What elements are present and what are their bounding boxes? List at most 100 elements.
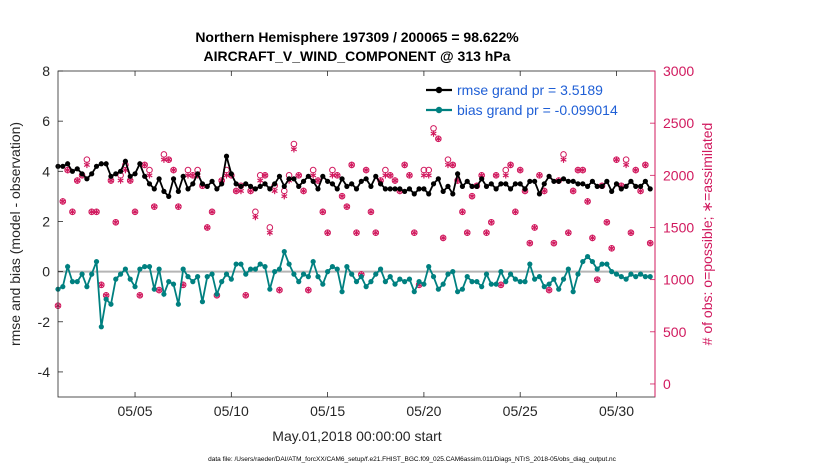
bias-point [127, 276, 133, 282]
obs-assimilated-point [560, 156, 567, 163]
bias-point [503, 279, 509, 285]
obs-assimilated-point [493, 172, 500, 179]
bias-point [233, 261, 239, 267]
rmse-point [623, 183, 629, 189]
bias-point [536, 274, 543, 280]
obs-assimilated-point [387, 172, 394, 179]
obs-assimilated-point [151, 203, 158, 210]
rmse-point [609, 188, 615, 194]
rmse-point [74, 166, 80, 172]
rmse-point [488, 181, 494, 187]
rmse-point [392, 186, 398, 192]
obs-assimilated-point [281, 192, 288, 200]
obs-assimilated-point [170, 166, 177, 174]
bias-point [532, 276, 538, 282]
bias-point [74, 279, 80, 285]
bias-point [628, 271, 634, 277]
bias-point [483, 271, 490, 277]
rmse-point [406, 186, 413, 192]
rmse-point [349, 181, 355, 187]
rmse-point [363, 176, 369, 182]
bias-point [382, 279, 388, 285]
bias-point [117, 271, 124, 277]
obs-assimilated-point [69, 208, 76, 216]
rmse-point [156, 176, 162, 182]
bias-point [377, 266, 384, 272]
obs-assimilated-point [257, 177, 264, 184]
obs-assimilated-point [276, 286, 283, 294]
bias-point [642, 274, 648, 280]
obs-assimilated-point [406, 172, 413, 179]
rmse-point [416, 186, 422, 192]
rmse-point [435, 176, 441, 182]
bias-point [498, 269, 504, 275]
y2-tick-label: 2500 [663, 115, 694, 131]
obs-assimilated-point [502, 172, 509, 179]
bias-point [469, 279, 475, 285]
bias-point [589, 258, 596, 265]
bias-point [65, 264, 71, 270]
rmse-point [146, 181, 153, 187]
rmse-point [556, 178, 562, 184]
bias-point [334, 266, 340, 272]
bias-point [618, 274, 624, 280]
rmse-point [402, 188, 408, 194]
obs-assimilated-point [204, 224, 211, 231]
obs-assimilated-point [156, 286, 163, 294]
bias-point [522, 279, 528, 285]
obs-assimilated-point [449, 161, 456, 169]
rmse-point [430, 181, 437, 187]
bias-point [353, 279, 360, 285]
x-tick-label: 05/20 [406, 403, 441, 419]
bias-point [286, 261, 292, 267]
rmse-point [334, 186, 340, 192]
obs-assimilated-point [570, 187, 577, 195]
rmse-point [440, 188, 446, 194]
bias-point [219, 279, 225, 285]
rmse-point [469, 183, 475, 189]
bias-point [556, 286, 562, 292]
rmse-point [132, 171, 138, 177]
obs-assimilated-point [59, 198, 66, 205]
rmse-point [60, 163, 66, 169]
obs-assimilated-point [310, 172, 317, 179]
rmse-point [185, 186, 191, 192]
bias-point [132, 284, 138, 290]
legend-box [422, 80, 650, 120]
obs-assimilated-point [608, 245, 615, 252]
rmse-point [117, 168, 124, 174]
bias-point [185, 274, 191, 280]
rmse-point [450, 191, 456, 197]
obs-assimilated-point [401, 161, 408, 169]
rmse-point [257, 183, 263, 189]
rmse-point [108, 173, 114, 179]
bias-point [199, 299, 206, 305]
obs-assimilated-point [623, 161, 630, 169]
obs-assimilated-point [541, 187, 548, 195]
rmse-point [252, 186, 258, 192]
bias-point [633, 274, 639, 280]
rmse-point [541, 181, 547, 187]
obs-assimilated-point [324, 229, 331, 236]
x-axis-label: May.01,2018 00:00:00 start [272, 428, 442, 444]
bias-point [267, 286, 273, 292]
y-axis-right: 0 500 1000 1500 2000 2500 3000 [650, 63, 694, 397]
rmse-point [584, 183, 591, 189]
rmse-point [517, 181, 523, 187]
bias-point [204, 274, 210, 280]
rmse-point [358, 178, 364, 184]
rmse-point [89, 171, 95, 177]
bias-point [426, 264, 432, 270]
obs-assimilated-point [64, 166, 71, 174]
chart-subtitle: AIRCRAFT_V_WIND_COMPONENT @ 313 hPa [204, 48, 511, 64]
bias-point [406, 276, 413, 282]
bias-point [79, 271, 85, 277]
bias-point [103, 296, 109, 302]
obs-assimilated-point [146, 172, 153, 179]
bias-point [175, 301, 181, 307]
bias-point [474, 279, 480, 285]
obs-assimilated-point [526, 239, 533, 247]
rmse-point [589, 178, 596, 184]
legend-bias-label: bias grand pr = -0.099014 [457, 102, 618, 118]
obs-assimilated-point [531, 224, 538, 231]
